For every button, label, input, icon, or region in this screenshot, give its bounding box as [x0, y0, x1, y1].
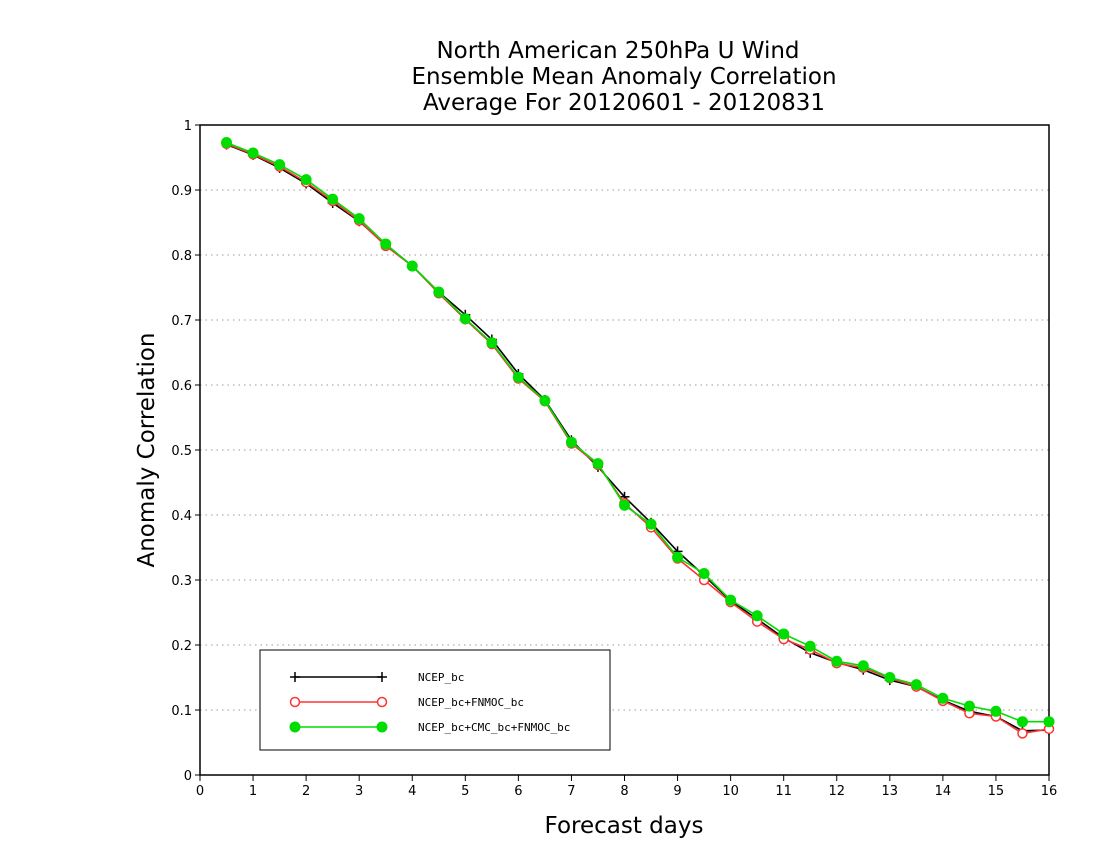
- series-1: [221, 139, 1054, 736]
- legend-box: [259, 649, 611, 751]
- chart-title: North American 250hPa U Wind Ensemble Me…: [411, 38, 836, 116]
- title-line-2: Ensemble Mean Anomaly Correlation: [411, 64, 836, 90]
- legend-label: NCEP_bc+FNMOC_bc: [418, 696, 524, 709]
- x-tick-label: 8: [620, 784, 628, 799]
- x-tick-label: 2: [302, 784, 310, 799]
- legend-marker: [289, 696, 301, 708]
- data-point: [327, 193, 339, 205]
- legend-marker: [377, 672, 387, 682]
- x-tick-label: 12: [828, 784, 845, 799]
- data-point: [274, 159, 286, 171]
- x-tick-label: 11: [775, 784, 792, 799]
- y-tick-label: 1: [184, 119, 192, 134]
- data-point: [592, 458, 604, 470]
- data-point: [857, 660, 869, 672]
- y-tick-label: 0.9: [171, 184, 192, 199]
- data-point: [619, 499, 630, 511]
- x-tick-label: 1: [249, 784, 257, 799]
- data-point: [300, 174, 312, 186]
- x-tick-label: 15: [988, 784, 1005, 799]
- x-tick-label: 14: [935, 784, 952, 799]
- data-point: [247, 147, 259, 159]
- data-point: [804, 640, 816, 652]
- data-point: [963, 700, 975, 712]
- data-point: [221, 137, 233, 149]
- data-point: [1043, 716, 1055, 728]
- x-tick-label: 6: [514, 784, 522, 799]
- data-point: [1017, 728, 1028, 739]
- data-point: [884, 672, 896, 683]
- y-tick-label: 0: [184, 769, 192, 784]
- x-tick-label: 13: [882, 784, 899, 799]
- data-point: [672, 551, 684, 563]
- data-point: [406, 260, 418, 272]
- legend-label: NCEP_bc: [418, 671, 464, 684]
- data-point: [751, 610, 763, 622]
- x-tick-label: 7: [567, 784, 575, 799]
- legend: NCEP_bc NCEP_bc+FNMOC_bc NCEP_bc+CMC_bc+FN…: [259, 649, 611, 751]
- y-tick-label: 0.8: [171, 249, 192, 264]
- data-point: [910, 679, 922, 691]
- legend-label: NCEP_bc+CMC_bc+FNMOC_bc: [418, 721, 570, 734]
- data-point: [565, 436, 577, 448]
- data-point: [645, 518, 657, 530]
- x-tick-label: 9: [673, 784, 681, 799]
- y-tick-label: 0.6: [171, 379, 192, 394]
- legend-items: NCEP_bc NCEP_bc+FNMOC_bc NCEP_bc+CMC_bc+FN…: [289, 671, 570, 734]
- y-tick-label: 0.5: [171, 444, 192, 459]
- x-tick-label: 0: [196, 784, 204, 799]
- data-point: [380, 238, 392, 250]
- y-tick-label: 0.4: [171, 509, 192, 524]
- data-point: [698, 568, 710, 579]
- x-axis-title: Forecast days: [545, 813, 704, 839]
- series-2: [221, 138, 1055, 739]
- data-point: [459, 313, 471, 325]
- x-tick-label: 5: [461, 784, 469, 799]
- data-point: [353, 213, 365, 225]
- legend-marker: [290, 672, 300, 682]
- data-point: [831, 655, 843, 667]
- data-point: [512, 371, 524, 383]
- data-point: [486, 337, 498, 349]
- y-tick-label: 0.1: [171, 704, 192, 719]
- series-line: [226, 143, 1050, 732]
- y-tick-label: 0.3: [171, 574, 192, 589]
- data-point: [1016, 716, 1028, 728]
- data-point: [778, 628, 790, 640]
- data-point: [433, 286, 445, 298]
- series-line: [226, 141, 1049, 723]
- data-point: [539, 395, 551, 407]
- data-point: [725, 594, 737, 606]
- x-tick-label: 3: [355, 784, 363, 799]
- y-axis-title: Anomaly Correlation: [134, 332, 160, 567]
- y-tick-label: 0.2: [171, 639, 192, 654]
- legend-marker: [289, 721, 301, 733]
- title-line-3: Average For 20120601 - 20120831: [423, 90, 825, 116]
- data-point: [937, 692, 949, 704]
- legend-marker: [376, 696, 388, 708]
- series-group: [221, 137, 1055, 739]
- axis-ticks: 00.10.20.30.40.50.60.70.80.910 1 2 3 4 5 6 7 8 9 1…: [171, 119, 1057, 799]
- x-tick-label: 10: [722, 784, 739, 799]
- x-tick-label: 4: [408, 784, 416, 799]
- y-tick-label: 0.7: [171, 314, 192, 329]
- series-3: [221, 137, 1055, 728]
- legend-marker: [376, 721, 388, 733]
- x-tick-label: 16: [1041, 784, 1058, 799]
- data-point: [990, 705, 1002, 717]
- gridlines: [200, 189, 1049, 711]
- title-line-1: North American 250hPa U Wind: [436, 38, 799, 64]
